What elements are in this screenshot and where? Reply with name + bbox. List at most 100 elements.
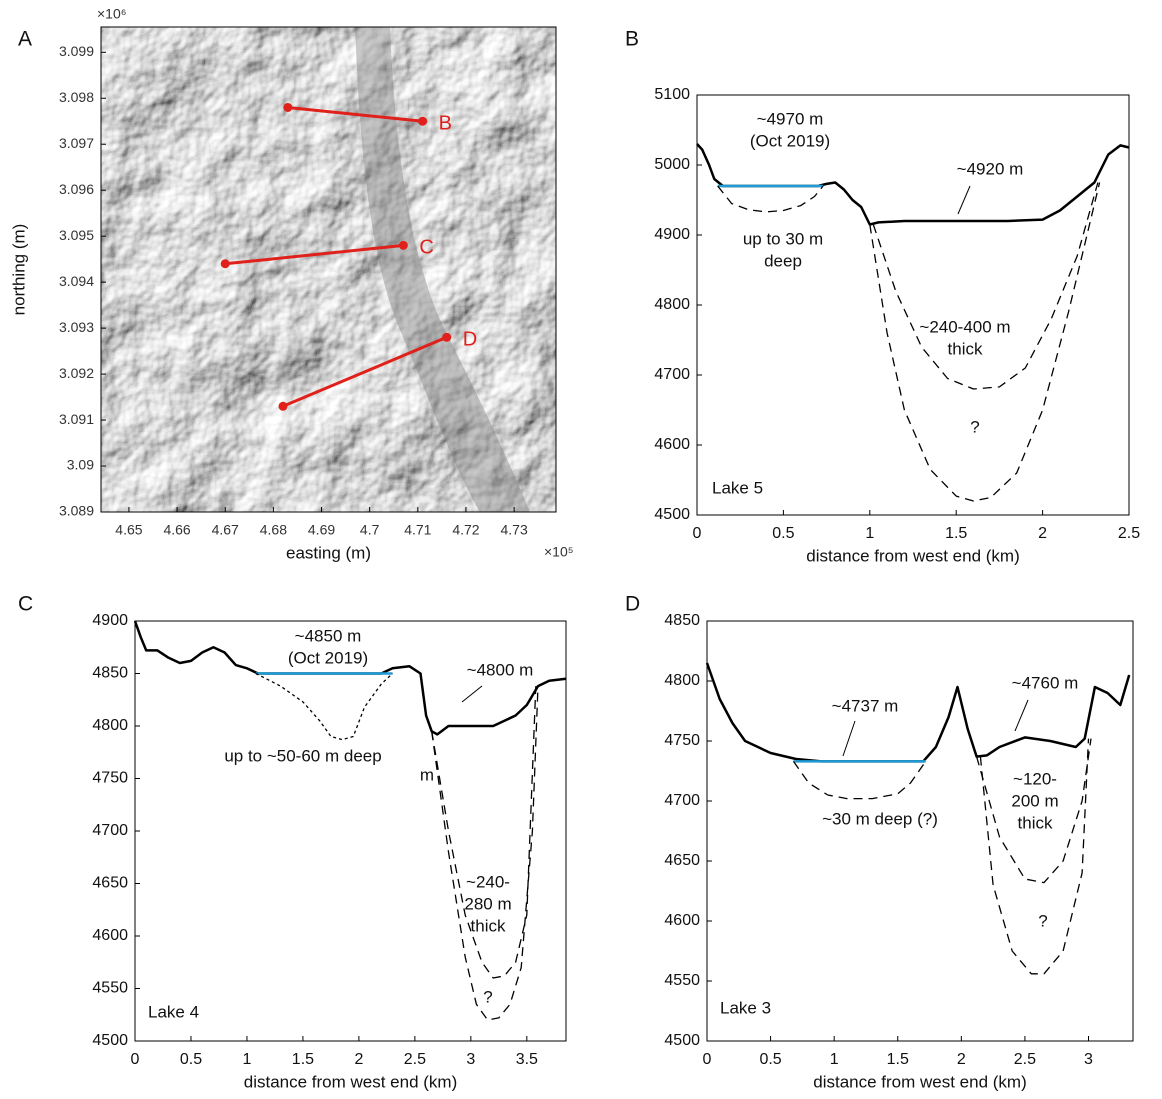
- x-multiplier: ×10⁵: [544, 544, 574, 560]
- x-tick-label: 4.66: [163, 522, 190, 538]
- y-tick-label: 4600: [664, 912, 700, 929]
- annotation: thick: [1018, 813, 1053, 832]
- x-tick-label: 1: [830, 1051, 839, 1068]
- x-tick-label: 0: [131, 1051, 140, 1068]
- annotation: 280 m: [464, 894, 511, 913]
- x-tick-label: 2.5: [1118, 525, 1140, 542]
- y-tick-label: 4700: [664, 792, 700, 809]
- y-tick-label: 3.098: [59, 89, 94, 105]
- y-tick-label: 4600: [654, 436, 690, 453]
- y-tick-label: 4600: [92, 927, 128, 944]
- y-tick-label: 4650: [92, 875, 128, 892]
- x-tick-label: 4.72: [452, 522, 479, 538]
- panel-letter: C: [18, 593, 33, 616]
- profile-label: B: [439, 113, 452, 135]
- x-tick-label: 1: [865, 525, 874, 542]
- x-tick-label: 0: [693, 525, 702, 542]
- y-tick-label: 5100: [654, 86, 690, 103]
- x-tick-label: 3: [1084, 1051, 1093, 1068]
- leader-line: [958, 186, 970, 214]
- y-tick-label: 5000: [654, 156, 690, 173]
- x-tick-label: 4.68: [260, 522, 287, 538]
- x-axis-label: distance from west end (km): [244, 1072, 458, 1091]
- y-tick-label: 3.096: [59, 181, 94, 197]
- annotation: ~240-400 m: [919, 317, 1010, 336]
- y-tick-label: 4800: [654, 296, 690, 313]
- y-tick-label: 4750: [92, 770, 128, 787]
- x-tick-label: 4.73: [500, 522, 527, 538]
- profile-curve: [256, 674, 393, 740]
- annotation: ~4970 m: [757, 109, 824, 128]
- profile-endpoint: [221, 259, 230, 268]
- annotation: ?: [483, 987, 492, 1006]
- x-axis-label: easting (m): [286, 543, 371, 562]
- annotation: ~4760 m: [1012, 673, 1079, 692]
- x-tick-label: 3.5: [516, 1051, 538, 1068]
- annotation: ~30 m deep (?): [822, 809, 938, 828]
- y-tick-label: 4500: [664, 1032, 700, 1049]
- annotation: m: [420, 765, 434, 784]
- x-tick-label: 2: [957, 1051, 966, 1068]
- x-tick-label: 2.5: [1014, 1051, 1036, 1068]
- profile-curve: [977, 739, 1091, 883]
- x-tick-label: 4.65: [115, 522, 142, 538]
- y-axis-label: northing (m): [9, 224, 28, 316]
- y-tick-label: 3.093: [59, 319, 94, 335]
- plot-frame: [697, 95, 1129, 515]
- x-tick-label: 0.5: [759, 1051, 781, 1068]
- x-tick-label: 3: [466, 1051, 475, 1068]
- y-tick-label: 4500: [92, 1032, 128, 1049]
- y-tick-label: 4550: [664, 972, 700, 989]
- panel-letter: B: [625, 28, 639, 51]
- profile-endpoint: [418, 117, 427, 126]
- profile-curve: [697, 144, 1129, 225]
- y-tick-label: 4850: [92, 665, 128, 682]
- x-tick-label: 4.71: [404, 522, 431, 538]
- annotation: up to 30 m: [743, 229, 823, 248]
- profile-endpoint: [279, 402, 288, 411]
- profile-curve: [870, 183, 1100, 502]
- annotation: Lake 5: [712, 478, 763, 497]
- x-tick-label: 2: [354, 1051, 363, 1068]
- annotation: ?: [1038, 911, 1047, 930]
- annotation: thick: [471, 916, 506, 935]
- annotation: 200 m: [1011, 791, 1058, 810]
- y-tick-label: 4800: [92, 717, 128, 734]
- y-tick-label: 3.09: [67, 457, 94, 473]
- leader-line: [462, 686, 482, 702]
- annotation: ~240-: [466, 872, 510, 891]
- annotation: Lake 4: [148, 1002, 199, 1021]
- annotation: up to ~50-60 m deep: [224, 746, 381, 765]
- annotation: ~4850 m: [295, 626, 362, 645]
- profile-curve: [873, 183, 1098, 390]
- y-tick-label: 4700: [92, 822, 128, 839]
- y-tick-label: 4850: [664, 612, 700, 629]
- annotation: ~4737 m: [832, 696, 899, 715]
- y-tick-label: 3.095: [59, 227, 94, 243]
- panel-letter: D: [625, 593, 640, 616]
- profile-endpoint: [442, 333, 451, 342]
- y-tick-label: 4500: [654, 506, 690, 523]
- x-tick-label: 4.67: [212, 522, 239, 538]
- profile-curve: [718, 186, 823, 212]
- annotation: ~4800 m: [467, 660, 534, 679]
- x-axis-label: distance from west end (km): [806, 546, 1020, 565]
- y-tick-label: 4750: [664, 732, 700, 749]
- y-tick-label: 4900: [92, 612, 128, 629]
- y-tick-label: 4650: [664, 852, 700, 869]
- y-tick-label: 4900: [654, 226, 690, 243]
- hillshade-image: [101, 27, 556, 512]
- x-tick-label: 0: [703, 1051, 712, 1068]
- y-tick-label: 4700: [654, 366, 690, 383]
- annotation: (Oct 2019): [750, 131, 830, 150]
- y-multiplier: ×10⁶: [97, 6, 127, 22]
- x-tick-label: 1.5: [945, 525, 967, 542]
- profile-label: C: [419, 237, 433, 259]
- x-tick-label: 0.5: [772, 525, 794, 542]
- x-tick-label: 1: [242, 1051, 251, 1068]
- x-tick-label: 2.5: [404, 1051, 426, 1068]
- y-tick-label: 4800: [664, 672, 700, 689]
- leader-line: [1015, 700, 1028, 731]
- x-tick-label: 2: [1038, 525, 1047, 542]
- annotation: (Oct 2019): [288, 648, 368, 667]
